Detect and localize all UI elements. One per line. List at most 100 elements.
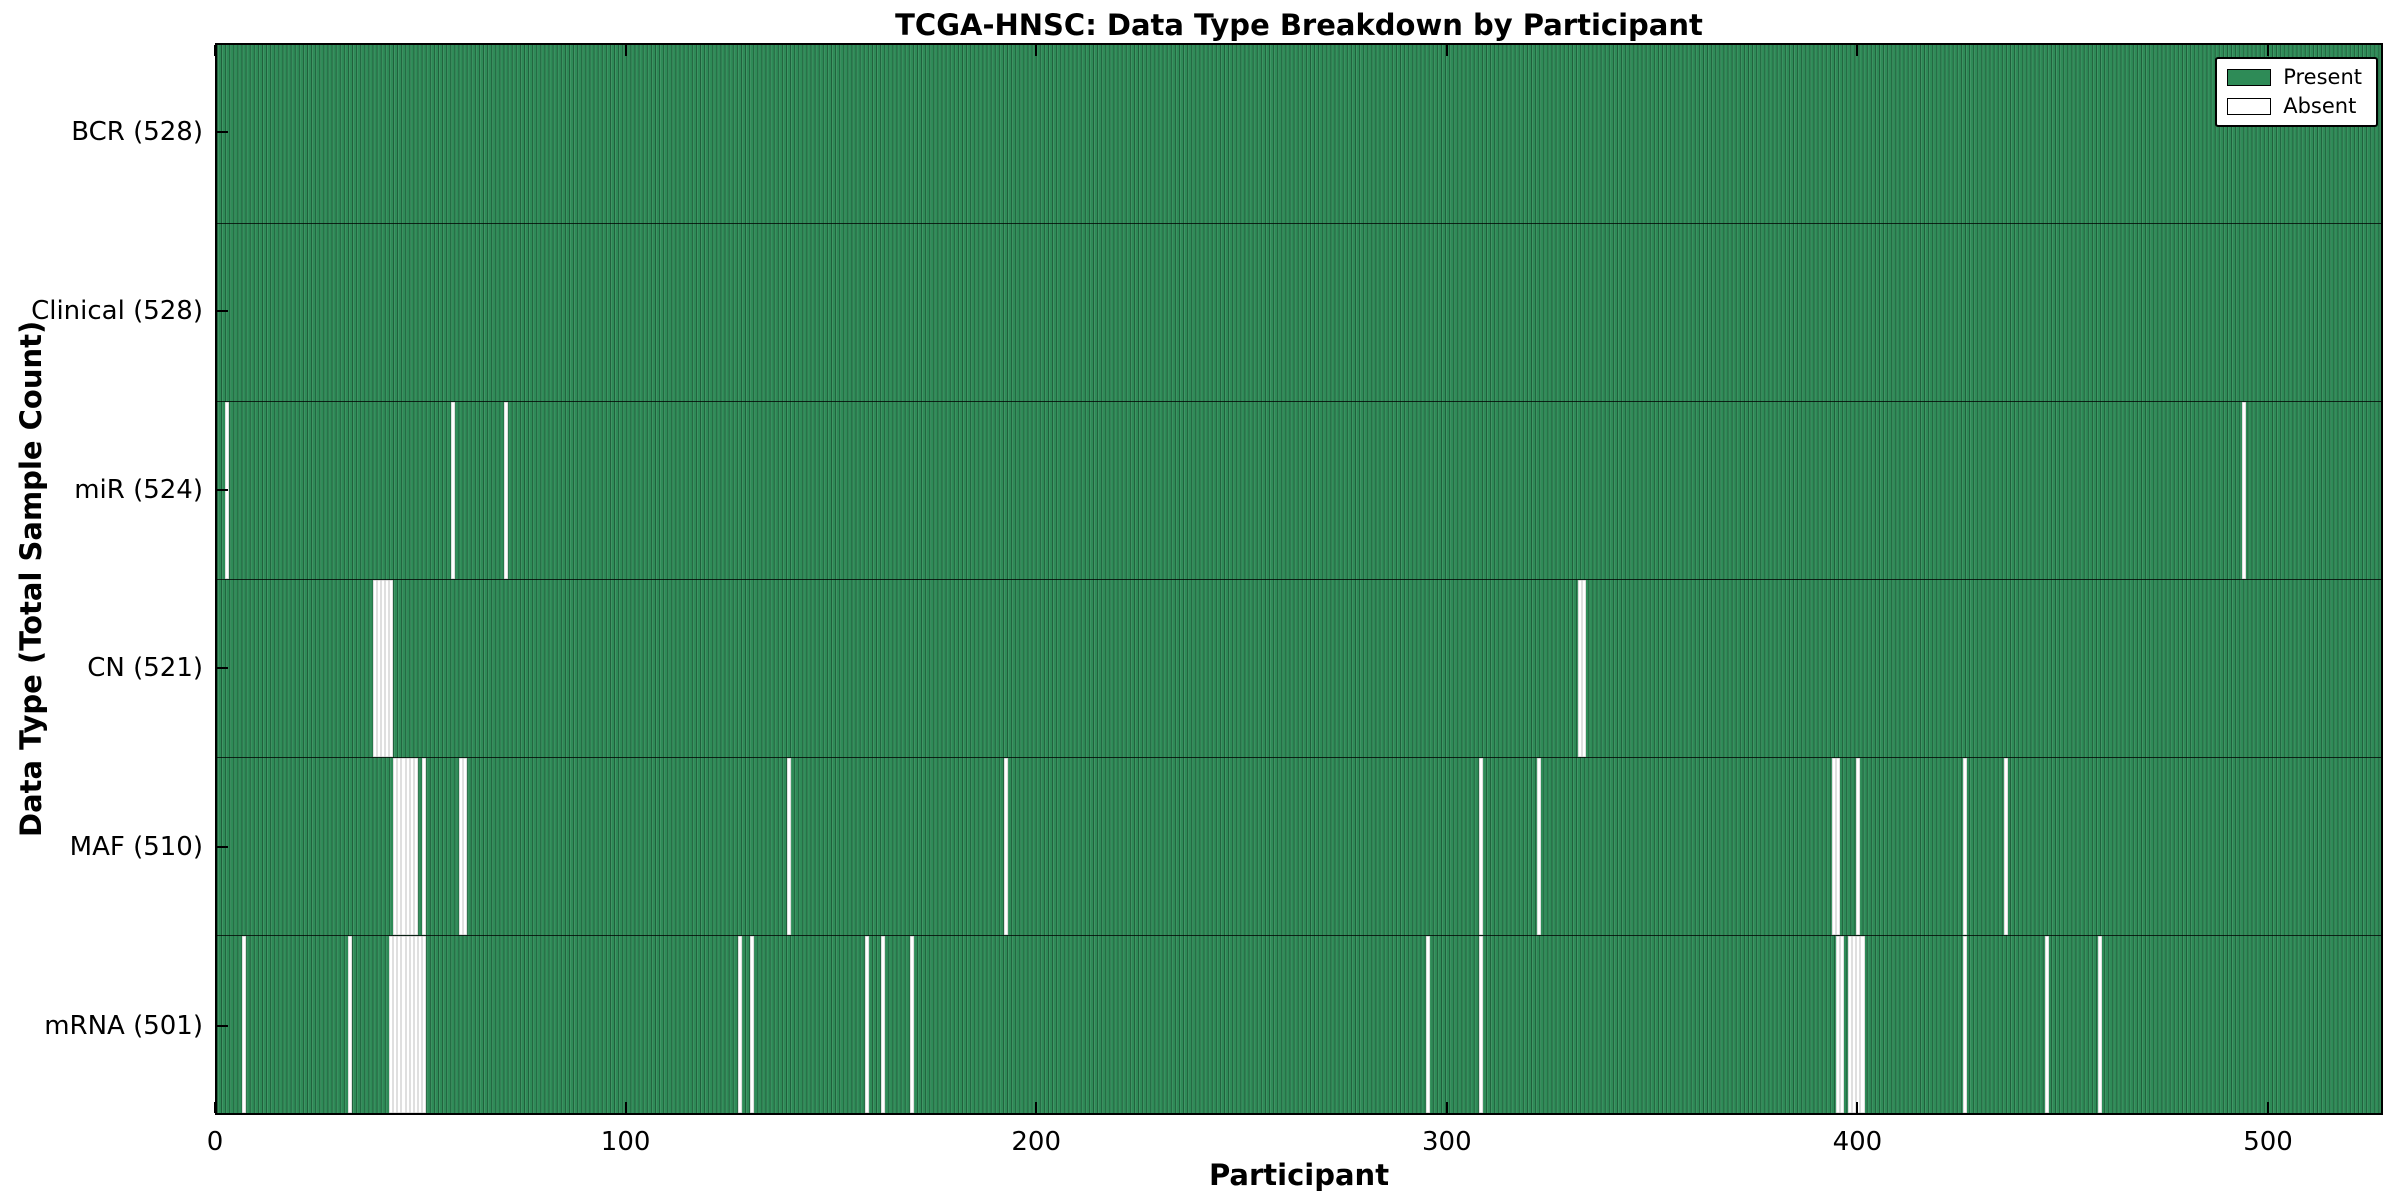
absent-stripe (864, 936, 869, 1113)
absent-stripe (1426, 936, 1431, 1113)
absent-stripe (405, 936, 410, 1113)
absent-stripe (1536, 758, 1541, 935)
x-tick-mark (2267, 1102, 2270, 1113)
datatype-row-clinical (217, 223, 2381, 401)
absent-stripe (1577, 580, 1582, 757)
legend: Present Absent (2215, 57, 2378, 127)
present-swatch-icon (2227, 69, 2272, 86)
y-tick-mark (217, 667, 228, 670)
legend-label-absent: Absent (2283, 94, 2357, 118)
y-tick-label-bcr: BCR (528) (71, 117, 203, 148)
absent-stripe (1835, 758, 1840, 935)
absent-stripe (393, 758, 398, 935)
y-tick-mark (217, 488, 228, 491)
absent-stripe (413, 758, 418, 935)
x-tick-label-500: 500 (2243, 1127, 2293, 1157)
x-tick-mark (1445, 1102, 1448, 1113)
absent-stripe (1479, 758, 1484, 935)
absent-stripe (2241, 402, 2246, 579)
absent-stripe (417, 936, 422, 1113)
absent-stripe (421, 758, 427, 935)
legend-label-present: Present (2283, 65, 2362, 89)
x-axis-title: Participant (1208, 1158, 1390, 1192)
absent-stripe (1852, 936, 1857, 1113)
absent-stripe (1848, 936, 1853, 1113)
absent-stripe (503, 402, 508, 579)
absent-stripe (1581, 580, 1586, 757)
absent-stripe (1856, 758, 1861, 935)
absent-stripe (348, 936, 353, 1113)
absent-stripe (405, 758, 410, 935)
y-tick-mark (217, 131, 228, 134)
x-tick-mark (1445, 45, 1448, 56)
absent-stripe (376, 580, 381, 757)
absent-stripe (1840, 936, 1845, 1113)
absent-stripe (1479, 936, 1484, 1113)
absent-stripe (401, 936, 406, 1113)
absent-stripe (909, 936, 914, 1113)
y-tick-label-mir: miR (524) (74, 474, 203, 505)
x-tick-mark (1035, 1102, 1038, 1113)
datatype-row-maf (217, 757, 2381, 935)
y-tick-mark (217, 846, 228, 848)
absent-stripe (380, 580, 386, 757)
x-tick-mark (624, 45, 627, 56)
legend-item-present: Present (2227, 67, 2362, 88)
y-tick-label-cn: CN (521) (87, 653, 203, 684)
y-tick-label-clinical: Clinical (528) (31, 296, 203, 326)
absent-stripe (393, 936, 398, 1113)
absent-stripe (462, 758, 467, 935)
absent-stripe (397, 758, 402, 935)
absent-stripe (880, 936, 886, 1113)
y-tick-label-maf: MAF (510) (69, 832, 203, 862)
y-tick-mark (217, 310, 228, 312)
absent-stripe (413, 936, 418, 1113)
absent-stripe (786, 758, 791, 935)
absent-stripe (389, 936, 394, 1113)
absent-stripe (409, 758, 414, 935)
absent-stripe (450, 402, 455, 579)
absent-stripe (2044, 936, 2050, 1113)
x-tick-mark (2267, 45, 2270, 56)
chart-title: TCGA-HNSC: Data Type Breakdown by Partic… (895, 8, 1703, 42)
absent-stripe (1856, 936, 1861, 1113)
absent-stripe (389, 580, 394, 757)
plot-area (215, 43, 2383, 1115)
x-tick-label-0: 0 (206, 1127, 224, 1157)
datatype-row-mrna (217, 935, 2381, 1113)
absent-stripe (385, 580, 390, 757)
datatype-row-bcr (217, 45, 2381, 223)
x-tick-mark (624, 1102, 627, 1113)
absent-stripe (409, 936, 414, 1113)
x-tick-mark (214, 1102, 216, 1113)
absent-stripe (2003, 758, 2009, 935)
y-tick-mark (217, 1024, 228, 1027)
datatype-row-cn (217, 579, 2381, 757)
absent-stripe (2098, 936, 2103, 1113)
x-tick-mark (1856, 45, 1859, 56)
absent-swatch-icon (2227, 98, 2272, 115)
absent-stripe (749, 936, 754, 1113)
y-axis-title: Data Type (Total Sample Count) (14, 320, 48, 838)
absent-stripe (1835, 936, 1840, 1113)
legend-item-absent: Absent (2227, 96, 2362, 117)
x-tick-label-400: 400 (1832, 1127, 1883, 1157)
absent-stripe (397, 936, 402, 1113)
absent-stripe (1003, 758, 1008, 935)
x-tick-mark (1035, 45, 1038, 56)
absent-stripe (1860, 936, 1865, 1113)
x-tick-mark (214, 45, 216, 56)
absent-stripe (737, 936, 742, 1113)
x-tick-label-200: 200 (1011, 1127, 1062, 1157)
x-tick-label-300: 300 (1421, 1127, 1472, 1157)
absent-stripe (372, 580, 377, 757)
datatype-row-mir (217, 401, 2381, 579)
x-tick-mark (1856, 1102, 1859, 1113)
y-tick-label-mrna: mRNA (501) (44, 1010, 203, 1041)
absent-stripe (458, 758, 463, 935)
absent-stripe (1831, 758, 1836, 935)
absent-stripe (421, 936, 427, 1113)
absent-stripe (241, 936, 246, 1113)
x-tick-label-100: 100 (600, 1127, 651, 1157)
